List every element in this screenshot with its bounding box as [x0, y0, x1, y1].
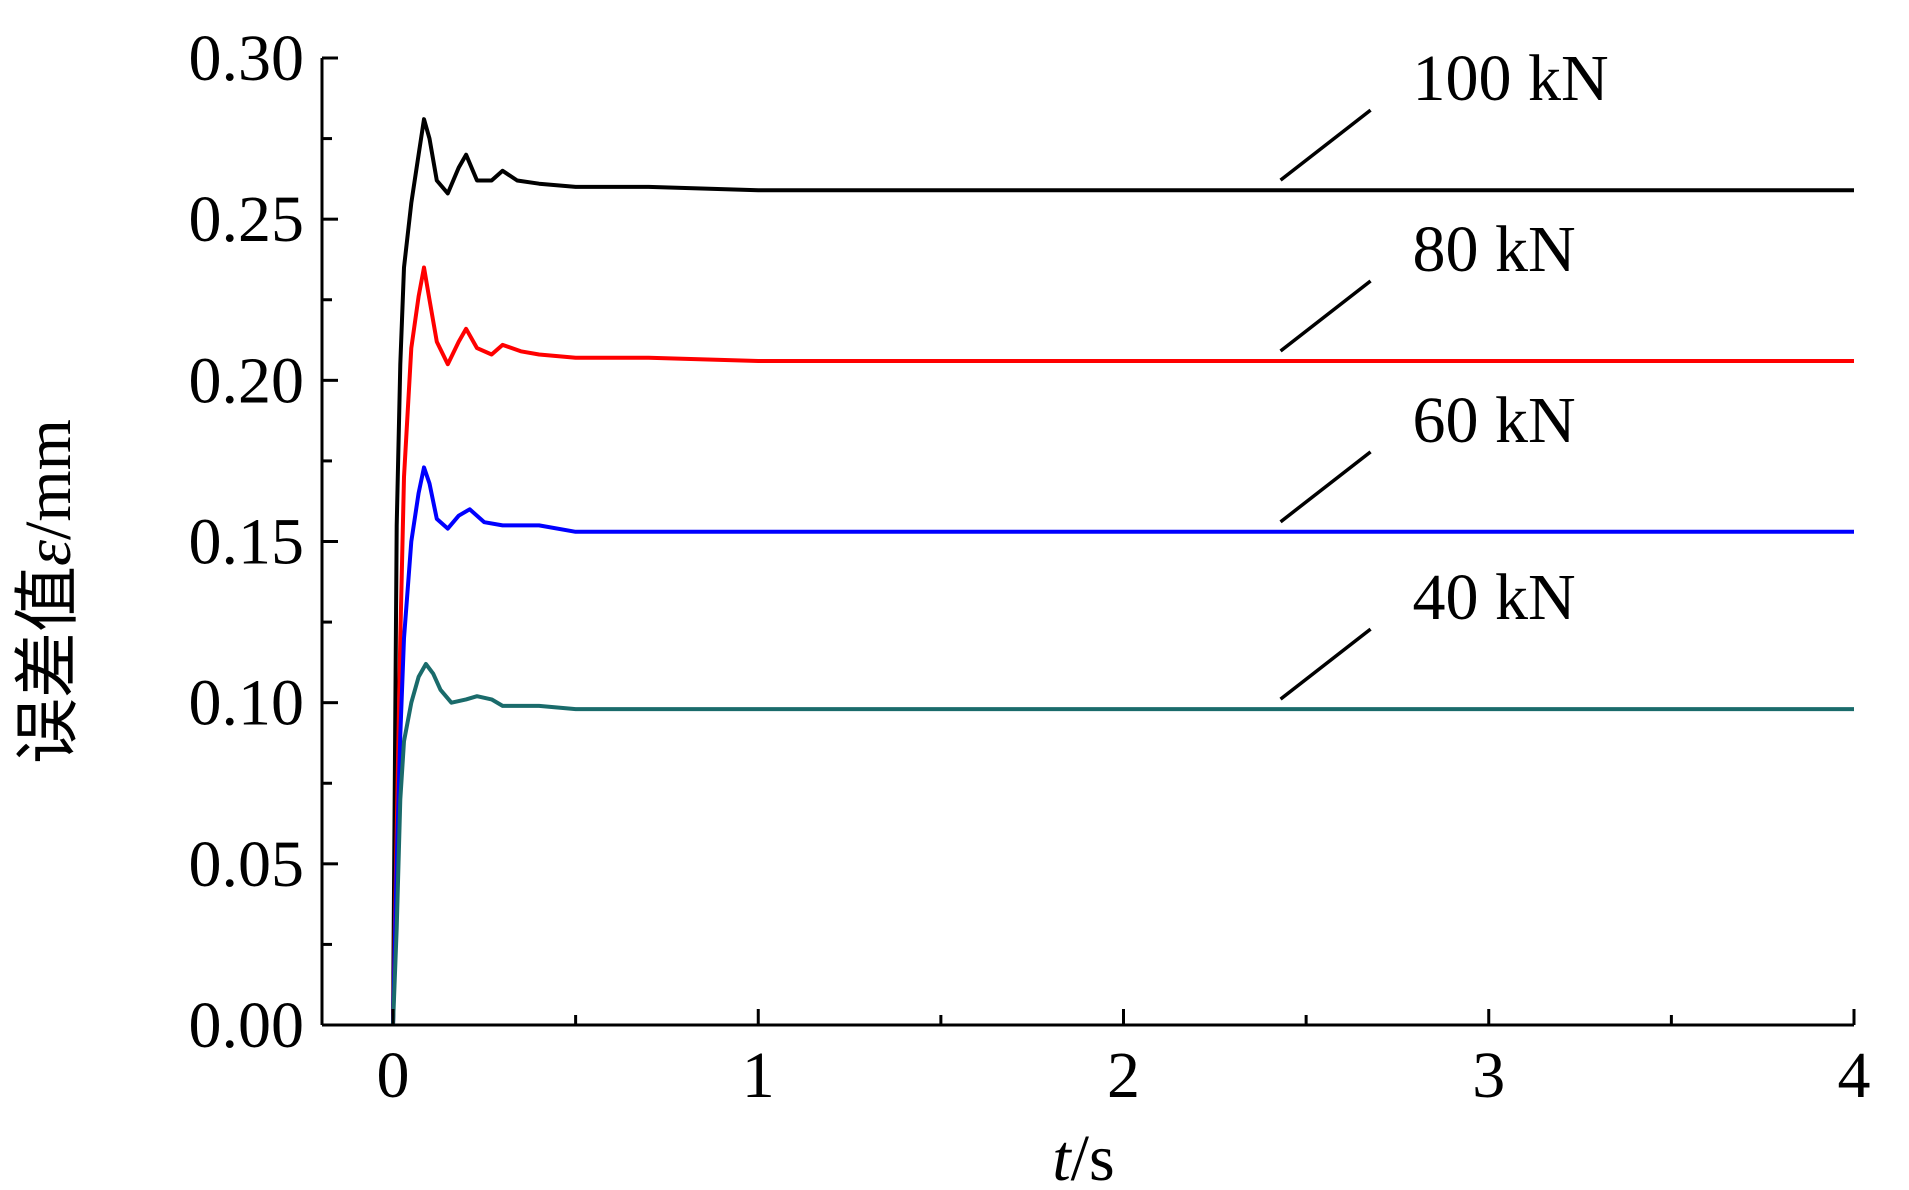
series-leader-line — [1279, 450, 1372, 524]
y-axis-title: 误差值ε/mm — [12, 419, 85, 764]
series-label: 80 kN — [1413, 213, 1576, 286]
series-label: 100 kN — [1413, 42, 1609, 115]
series-leader-line — [1279, 108, 1372, 182]
y-tick-label: 0.20 — [189, 344, 305, 417]
axes-layer — [320, 58, 1854, 1027]
series-leader-line — [1279, 627, 1372, 701]
x-tick-label: 0 — [377, 1039, 410, 1112]
x-axis-title: t/s — [1052, 1122, 1114, 1190]
x-tick-label: 4 — [1838, 1039, 1871, 1112]
y-tick-label: 0.15 — [189, 506, 305, 579]
x-axis-unit: /s — [1071, 1122, 1115, 1190]
y-tick-label: 0.00 — [189, 989, 305, 1062]
series-label: 40 kN — [1413, 561, 1576, 634]
series-layer — [391, 117, 1854, 1026]
series-labels: 100 kN 80 kN 60 kN 40 kN — [1279, 42, 1609, 701]
ticks-layer: 0.00 0.05 0.10 0.15 0.20 0.25 0.30 0 1 2 3 4 — [189, 22, 1871, 1112]
y-axis-unit: /mm — [12, 419, 85, 540]
y-axis-symbol: ε — [12, 540, 85, 566]
x-tick-label: 2 — [1107, 1039, 1140, 1112]
x-tick-label: 1 — [742, 1039, 775, 1112]
series-label: 60 kN — [1413, 384, 1576, 457]
y-tick-label: 0.30 — [189, 22, 305, 95]
y-tick-label: 0.25 — [189, 183, 305, 256]
series-line — [391, 265, 1854, 1026]
series-line — [391, 662, 1854, 1026]
y-tick-label: 0.05 — [189, 828, 305, 901]
series-line — [391, 465, 1854, 1026]
y-axis-name: 误差值 — [12, 566, 85, 764]
series-leader-line — [1279, 279, 1372, 353]
series-line — [391, 117, 1854, 1026]
x-tick-label: 3 — [1472, 1039, 1505, 1112]
y-tick-label: 0.10 — [189, 667, 305, 740]
x-axis-symbol: t — [1052, 1122, 1072, 1190]
